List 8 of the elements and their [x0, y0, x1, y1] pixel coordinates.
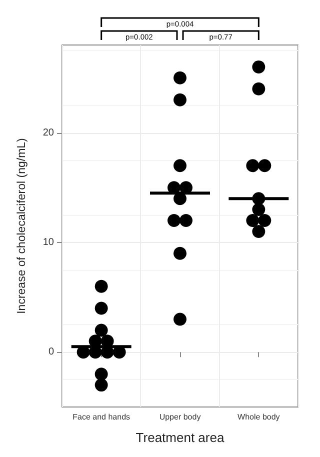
y-tick-label: 0	[48, 346, 54, 358]
y-tick-label: 20	[42, 127, 54, 138]
x-tick-label: Upper body	[159, 412, 201, 422]
y-axis-title: Increase of cholecalciferol (ng/mL)	[16, 138, 28, 314]
x-tick-label: Face and hands	[72, 412, 130, 422]
x-tick-label: Whole body	[238, 412, 280, 422]
y-tick-label: 10	[42, 236, 54, 248]
x-axis-title: Treatment area	[136, 430, 225, 445]
